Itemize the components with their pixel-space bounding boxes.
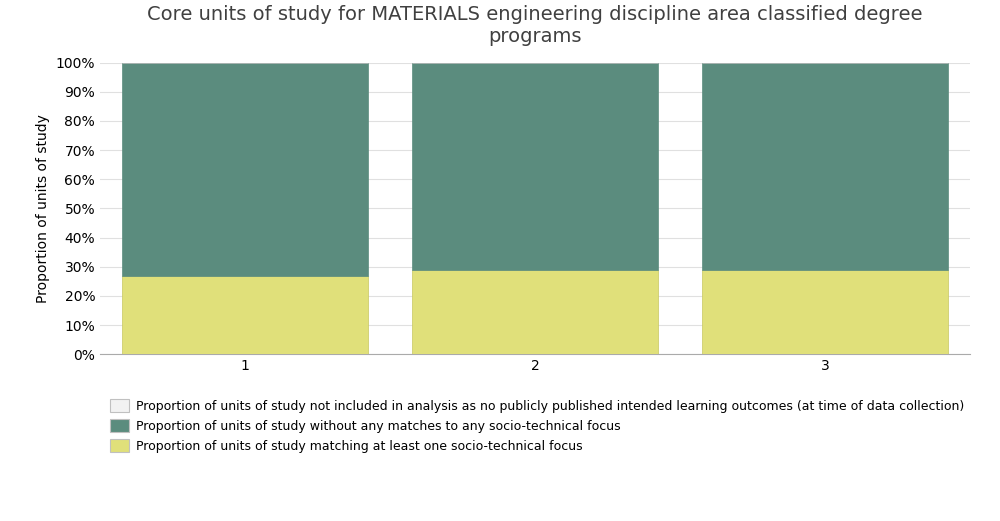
Bar bbox=[412, 63, 658, 270]
Bar bbox=[122, 63, 368, 276]
Title: Core units of study for MATERIALS engineering discipline area classified degree
: Core units of study for MATERIALS engine… bbox=[147, 5, 923, 46]
Bar bbox=[702, 63, 948, 270]
Legend: Proportion of units of study not included in analysis as no publicly published i: Proportion of units of study not include… bbox=[106, 395, 968, 456]
Bar bbox=[412, 270, 658, 354]
Bar bbox=[122, 276, 368, 354]
Bar bbox=[702, 270, 948, 354]
Y-axis label: Proportion of units of study: Proportion of units of study bbox=[36, 114, 50, 303]
